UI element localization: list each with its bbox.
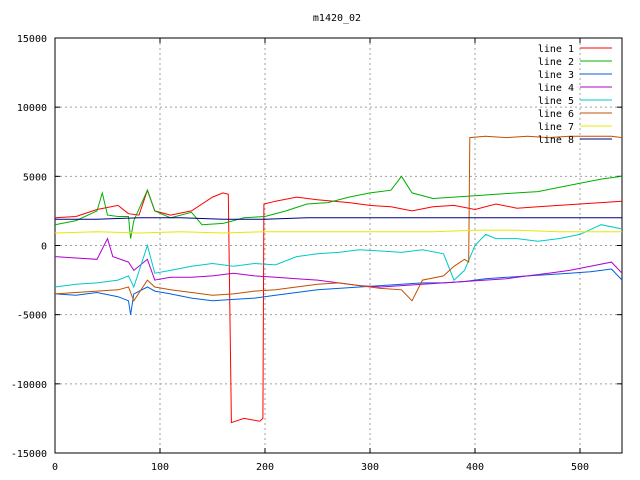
legend-label-line-7: line 7 — [538, 122, 574, 133]
series-line-4 — [54, 237, 623, 288]
x-tick-label: 0 — [52, 462, 58, 473]
legend-label-line-8: line 8 — [538, 135, 574, 146]
series-lines — [54, 135, 623, 424]
legend-label-line-3: line 3 — [538, 70, 574, 81]
series-line-8 — [55, 217, 622, 220]
legend-label-line-6: line 6 — [538, 109, 574, 120]
x-tick-label: 100 — [151, 462, 169, 473]
legend-label-line-5: line 5 — [538, 96, 574, 107]
y-tick-label: -5000 — [17, 311, 47, 322]
series-line-6 — [54, 135, 623, 302]
y-tick-label: 5000 — [23, 172, 47, 183]
axes: 0 100 200 300 400 500 -15000 -10000 -5000 0 5000 10… — [11, 34, 623, 473]
x-tick-label: 500 — [571, 462, 589, 473]
x-tick-label: 400 — [466, 462, 484, 473]
legend-label-line-4: line 4 — [538, 83, 574, 94]
legend-label-line-2: line 2 — [538, 57, 574, 68]
legend-label-line-1: line 1 — [538, 44, 574, 55]
x-tick-label: 200 — [256, 462, 274, 473]
legend: line 1 line 2 line 3 line 4 line 5 line 6 line… — [538, 44, 612, 146]
y-tick-label: 0 — [41, 242, 47, 253]
series-line-1 — [54, 188, 623, 424]
grid — [55, 38, 622, 453]
y-tick-label: -10000 — [11, 380, 47, 391]
chart-title: m1420_02 — [313, 13, 361, 24]
y-tick-label: -15000 — [11, 449, 47, 460]
series-line-2 — [54, 175, 623, 239]
series-line-7 — [54, 229, 622, 234]
y-tick-label: 15000 — [17, 34, 47, 45]
y-tick-label: 10000 — [17, 103, 47, 114]
series-line-5 — [54, 224, 623, 289]
x-tick-label: 300 — [361, 462, 379, 473]
